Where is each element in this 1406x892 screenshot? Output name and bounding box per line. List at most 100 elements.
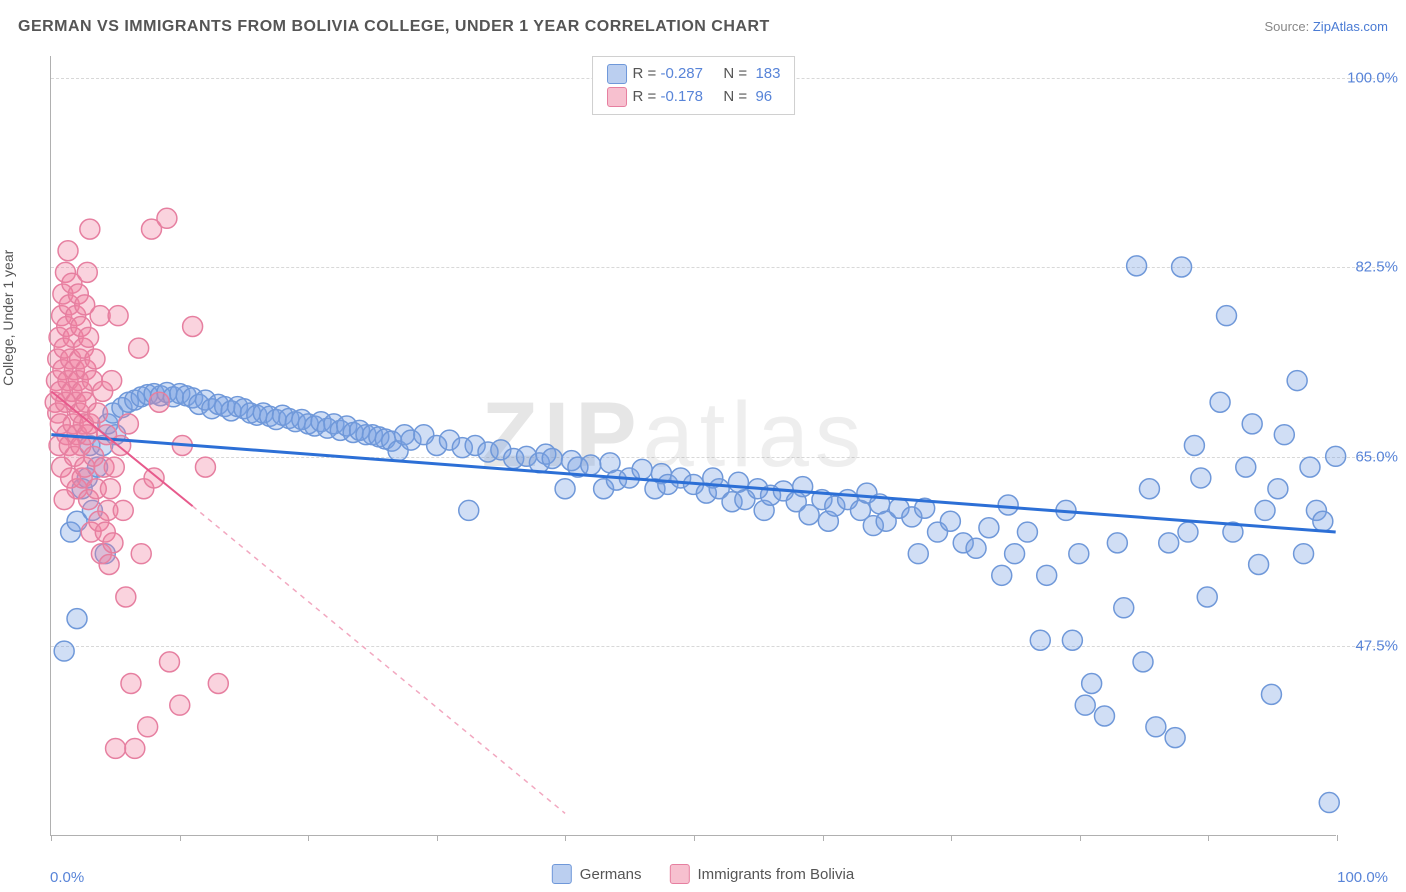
data-point xyxy=(129,338,149,358)
data-point xyxy=(208,674,228,694)
legend-swatch xyxy=(669,864,689,884)
data-point xyxy=(1242,414,1262,434)
data-point xyxy=(1184,436,1204,456)
data-point xyxy=(998,495,1018,515)
data-point xyxy=(118,414,138,434)
data-point xyxy=(1146,717,1166,737)
data-point xyxy=(1069,544,1089,564)
x-axis-max-label: 100.0% xyxy=(1337,869,1388,886)
legend-n: N = 96 xyxy=(723,86,772,109)
data-point xyxy=(54,641,74,661)
data-point xyxy=(116,587,136,607)
data-point xyxy=(966,538,986,558)
x-tick xyxy=(308,835,309,841)
data-point xyxy=(1236,457,1256,477)
x-tick xyxy=(565,835,566,841)
data-point xyxy=(138,717,158,737)
x-tick xyxy=(694,835,695,841)
legend-series: Germans Immigrants from Bolivia xyxy=(552,864,854,884)
data-point xyxy=(67,609,87,629)
data-point xyxy=(1319,793,1339,813)
data-point xyxy=(1326,446,1346,466)
source-prefix: Source: xyxy=(1264,19,1312,34)
legend-stat-row: R = -0.287 N = 183 xyxy=(607,63,781,86)
data-point xyxy=(113,500,133,520)
legend-swatch xyxy=(607,64,627,84)
data-point xyxy=(1313,511,1333,531)
data-point xyxy=(459,500,479,520)
data-point xyxy=(632,459,652,479)
legend-item: Germans xyxy=(552,864,642,884)
data-point xyxy=(80,219,100,239)
data-point xyxy=(1037,565,1057,585)
data-point xyxy=(1005,544,1025,564)
x-tick xyxy=(1208,835,1209,841)
legend-stats: R = -0.287 N = 183R = -0.178 N = 96 xyxy=(592,56,796,115)
data-point xyxy=(102,371,122,391)
trend-line-extension xyxy=(193,506,565,813)
x-tick xyxy=(951,835,952,841)
data-point xyxy=(99,555,119,575)
legend-stat-row: R = -0.178 N = 96 xyxy=(607,86,781,109)
data-point xyxy=(100,479,120,499)
data-point xyxy=(85,349,105,369)
data-point xyxy=(157,208,177,228)
legend-label: Germans xyxy=(580,866,642,883)
data-point xyxy=(1197,587,1217,607)
data-point xyxy=(1139,479,1159,499)
data-point xyxy=(908,544,928,564)
y-tick-label: 82.5% xyxy=(1355,259,1398,276)
data-point xyxy=(1095,706,1115,726)
data-point xyxy=(1030,630,1050,650)
legend-r: R = -0.178 xyxy=(633,86,703,109)
data-point xyxy=(125,738,145,758)
data-point xyxy=(555,479,575,499)
y-tick-label: 100.0% xyxy=(1347,69,1398,86)
y-tick-label: 47.5% xyxy=(1355,638,1398,655)
data-point xyxy=(1249,555,1269,575)
y-axis-label: College, Under 1 year xyxy=(0,250,16,386)
x-tick xyxy=(437,835,438,841)
data-point xyxy=(183,316,203,336)
data-point xyxy=(106,738,126,758)
x-tick xyxy=(1337,835,1338,841)
data-point xyxy=(1191,468,1211,488)
x-tick xyxy=(823,835,824,841)
data-point xyxy=(1165,728,1185,748)
data-point xyxy=(1172,257,1192,277)
data-point xyxy=(542,448,562,468)
data-point xyxy=(103,533,123,553)
legend-item: Immigrants from Bolivia xyxy=(669,864,854,884)
data-point xyxy=(581,455,601,475)
data-point xyxy=(79,327,99,347)
data-point xyxy=(1274,425,1294,445)
data-point xyxy=(195,457,215,477)
data-point xyxy=(1268,479,1288,499)
data-point xyxy=(992,565,1012,585)
data-point xyxy=(90,306,110,326)
x-tick xyxy=(180,835,181,841)
data-point xyxy=(108,306,128,326)
data-point xyxy=(1210,392,1230,412)
data-point xyxy=(979,518,999,538)
y-tick-label: 65.0% xyxy=(1355,448,1398,465)
source-link[interactable]: ZipAtlas.com xyxy=(1313,19,1388,34)
data-point xyxy=(1217,306,1237,326)
data-point xyxy=(170,695,190,715)
x-tick xyxy=(51,835,52,841)
data-point xyxy=(58,241,78,261)
data-point xyxy=(1261,684,1281,704)
data-point xyxy=(1062,630,1082,650)
data-point xyxy=(1017,522,1037,542)
x-axis-min-label: 0.0% xyxy=(50,869,84,886)
data-point xyxy=(144,468,164,488)
chart-svg xyxy=(51,56,1336,835)
legend-label: Immigrants from Bolivia xyxy=(697,866,854,883)
x-tick xyxy=(1080,835,1081,841)
legend-n: N = 183 xyxy=(723,63,780,86)
header: GERMAN VS IMMIGRANTS FROM BOLIVIA COLLEG… xyxy=(18,18,1388,36)
data-point xyxy=(1127,256,1147,276)
data-point xyxy=(1294,544,1314,564)
data-point xyxy=(77,262,97,282)
legend-r: R = -0.287 xyxy=(633,63,703,86)
